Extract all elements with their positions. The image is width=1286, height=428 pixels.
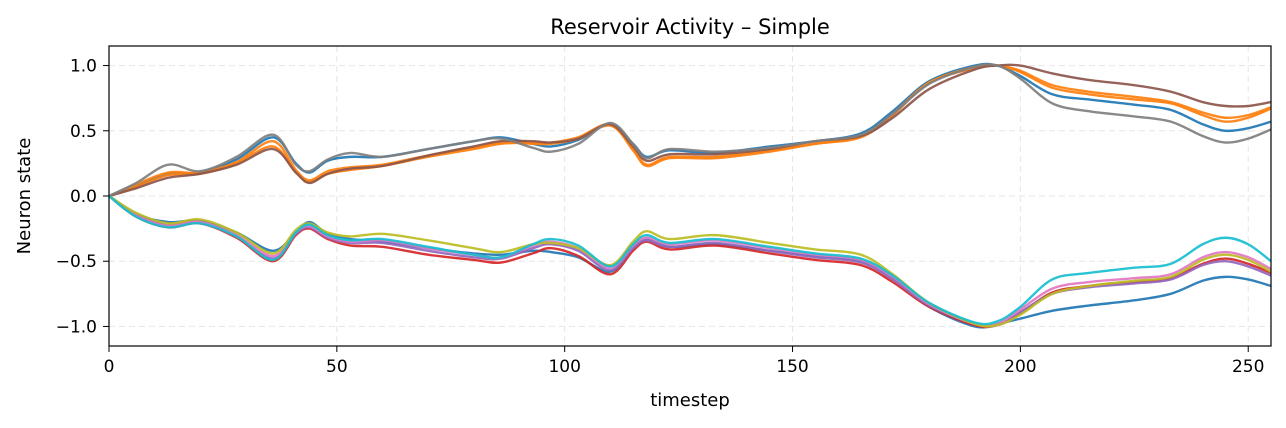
- x-tick-label: 100: [548, 357, 580, 377]
- x-axis-ticks: 0 50 100 150 200 250: [104, 346, 1264, 377]
- series-line-4: [109, 63, 1271, 198]
- y-tick-label: 0.5: [70, 122, 97, 142]
- grid: [108, 46, 1271, 346]
- y-tick-label: 0.0: [70, 187, 97, 207]
- x-tick-label: 50: [326, 357, 348, 377]
- series-line-0: [109, 62, 1271, 198]
- y-axis-label: Neuron state: [14, 138, 35, 255]
- series-line-2: [109, 63, 1271, 198]
- series-lines: [109, 62, 1271, 329]
- x-tick-label: 250: [1232, 357, 1264, 377]
- y-axis-ticks: −1.0 −0.5 0.0 0.5 1.0: [56, 57, 109, 337]
- x-tick-label: 0: [104, 357, 115, 377]
- y-tick-label: 1.0: [70, 57, 97, 77]
- y-tick-label: −0.5: [56, 252, 97, 272]
- x-axis-label: timestep: [650, 390, 730, 411]
- y-tick-label: −1.0: [56, 317, 97, 337]
- chart-title: Reservoir Activity – Simple: [550, 15, 830, 39]
- series-line-10: [109, 194, 1271, 326]
- x-tick-label: 150: [776, 357, 808, 377]
- series-line-3: [109, 63, 1271, 198]
- x-tick-label: 200: [1004, 357, 1036, 377]
- series-line-9: [109, 194, 1271, 328]
